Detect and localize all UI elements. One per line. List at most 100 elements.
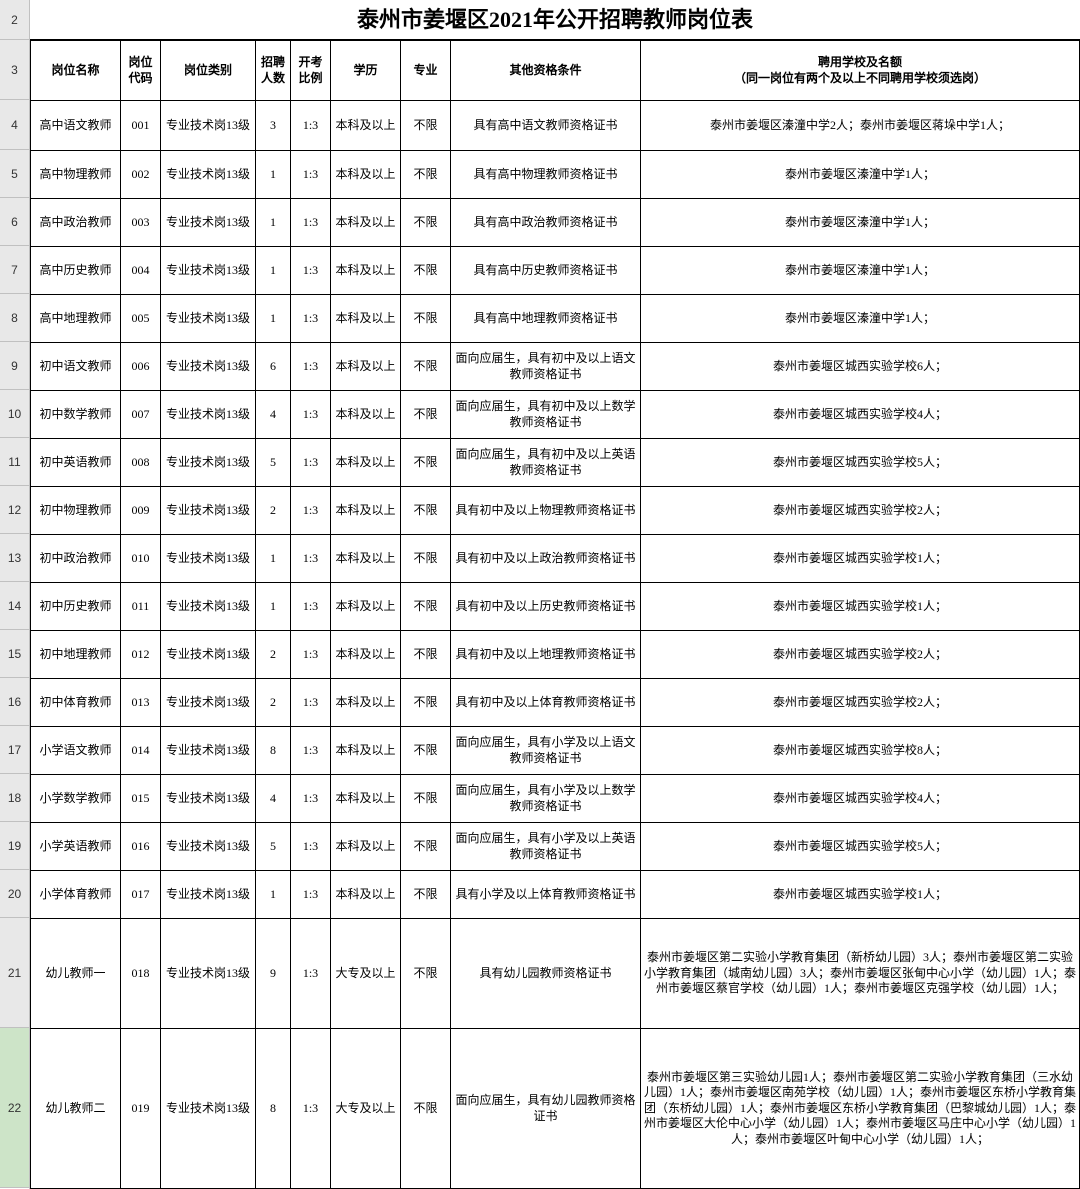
cell-major: 不限 bbox=[401, 583, 451, 631]
row-number[interactable]: 10 bbox=[0, 390, 29, 438]
cell-ratio: 1:3 bbox=[291, 151, 331, 199]
cell-num: 4 bbox=[256, 775, 291, 823]
cell-num: 2 bbox=[256, 631, 291, 679]
cell-edu: 本科及以上 bbox=[331, 101, 401, 151]
row-number[interactable]: 16 bbox=[0, 678, 29, 726]
col-qualifications: 其他资格条件 bbox=[451, 41, 641, 101]
cell-code: 001 bbox=[121, 101, 161, 151]
row-number[interactable]: 12 bbox=[0, 486, 29, 534]
row-number[interactable]: 3 bbox=[0, 40, 29, 100]
cell-code: 007 bbox=[121, 391, 161, 439]
cell-qual: 具有初中及以上地理教师资格证书 bbox=[451, 631, 641, 679]
cell-major: 不限 bbox=[401, 151, 451, 199]
col-category: 岗位类别 bbox=[161, 41, 256, 101]
cell-school: 泰州市姜堰区城西实验学校5人； bbox=[641, 439, 1080, 487]
row-number[interactable]: 22 bbox=[0, 1028, 29, 1188]
cell-ratio: 1:3 bbox=[291, 1029, 331, 1189]
row-number[interactable]: 11 bbox=[0, 438, 29, 486]
cell-ratio: 1:3 bbox=[291, 247, 331, 295]
row-number[interactable]: 13 bbox=[0, 534, 29, 582]
row-number[interactable]: 15 bbox=[0, 630, 29, 678]
cell-name: 初中地理教师 bbox=[31, 631, 121, 679]
cell-name: 高中物理教师 bbox=[31, 151, 121, 199]
row-number[interactable]: 14 bbox=[0, 582, 29, 630]
row-number[interactable]: 8 bbox=[0, 294, 29, 342]
cell-qual: 具有高中地理教师资格证书 bbox=[451, 295, 641, 343]
positions-table: 岗位名称 岗位代码 岗位类别 招聘人数 开考比例 学历 专业 其他资格条件 聘用… bbox=[30, 40, 1080, 1189]
cell-qual: 具有幼儿园教师资格证书 bbox=[451, 919, 641, 1029]
cell-school: 泰州市姜堰区城西实验学校4人； bbox=[641, 391, 1080, 439]
cell-num: 5 bbox=[256, 439, 291, 487]
cell-edu: 本科及以上 bbox=[331, 727, 401, 775]
row-number[interactable]: 20 bbox=[0, 870, 29, 918]
cell-cat: 专业技术岗13级 bbox=[161, 727, 256, 775]
cell-code: 006 bbox=[121, 343, 161, 391]
cell-qual: 面向应届生，具有小学及以上数学教师资格证书 bbox=[451, 775, 641, 823]
col-ratio: 开考比例 bbox=[291, 41, 331, 101]
cell-ratio: 1:3 bbox=[291, 535, 331, 583]
cell-qual: 面向应届生，具有初中及以上语文教师资格证书 bbox=[451, 343, 641, 391]
row-number[interactable]: 2 bbox=[0, 0, 29, 40]
cell-major: 不限 bbox=[401, 535, 451, 583]
row-number[interactable]: 18 bbox=[0, 774, 29, 822]
cell-num: 1 bbox=[256, 535, 291, 583]
cell-edu: 本科及以上 bbox=[331, 631, 401, 679]
table-row: 小学语文教师014专业技术岗13级81:3本科及以上不限面向应届生，具有小学及以… bbox=[31, 727, 1080, 775]
table-row: 幼儿教师二019专业技术岗13级81:3大专及以上不限面向应届生，具有幼儿园教师… bbox=[31, 1029, 1080, 1189]
cell-name: 幼儿教师二 bbox=[31, 1029, 121, 1189]
cell-cat: 专业技术岗13级 bbox=[161, 487, 256, 535]
cell-ratio: 1:3 bbox=[291, 679, 331, 727]
table-row: 高中语文教师001专业技术岗13级31:3本科及以上不限具有高中语文教师资格证书… bbox=[31, 101, 1080, 151]
cell-school: 泰州市姜堰区城西实验学校2人； bbox=[641, 679, 1080, 727]
cell-num: 5 bbox=[256, 823, 291, 871]
cell-cat: 专业技术岗13级 bbox=[161, 151, 256, 199]
cell-school: 泰州市姜堰区溱潼中学1人； bbox=[641, 199, 1080, 247]
cell-code: 011 bbox=[121, 583, 161, 631]
cell-edu: 本科及以上 bbox=[331, 295, 401, 343]
cell-name: 高中语文教师 bbox=[31, 101, 121, 151]
cell-school: 泰州市姜堰区城西实验学校1人； bbox=[641, 583, 1080, 631]
cell-qual: 面向应届生，具有初中及以上英语教师资格证书 bbox=[451, 439, 641, 487]
cell-num: 8 bbox=[256, 1029, 291, 1189]
row-number[interactable]: 5 bbox=[0, 150, 29, 198]
row-number[interactable]: 21 bbox=[0, 918, 29, 1028]
row-number[interactable]: 17 bbox=[0, 726, 29, 774]
cell-qual: 面向应届生，具有小学及以上英语教师资格证书 bbox=[451, 823, 641, 871]
cell-qual: 具有初中及以上体育教师资格证书 bbox=[451, 679, 641, 727]
cell-cat: 专业技术岗13级 bbox=[161, 535, 256, 583]
cell-ratio: 1:3 bbox=[291, 631, 331, 679]
cell-ratio: 1:3 bbox=[291, 871, 331, 919]
row-number[interactable]: 9 bbox=[0, 342, 29, 390]
cell-edu: 本科及以上 bbox=[331, 775, 401, 823]
row-number[interactable]: 19 bbox=[0, 822, 29, 870]
cell-code: 004 bbox=[121, 247, 161, 295]
row-number[interactable]: 6 bbox=[0, 198, 29, 246]
cell-major: 不限 bbox=[401, 295, 451, 343]
cell-code: 017 bbox=[121, 871, 161, 919]
cell-cat: 专业技术岗13级 bbox=[161, 583, 256, 631]
cell-num: 1 bbox=[256, 295, 291, 343]
cell-cat: 专业技术岗13级 bbox=[161, 295, 256, 343]
cell-school: 泰州市姜堰区城西实验学校8人； bbox=[641, 727, 1080, 775]
row-number[interactable]: 4 bbox=[0, 100, 29, 150]
table-row: 小学体育教师017专业技术岗13级11:3本科及以上不限具有小学及以上体育教师资… bbox=[31, 871, 1080, 919]
cell-school: 泰州市姜堰区城西实验学校5人； bbox=[641, 823, 1080, 871]
cell-num: 1 bbox=[256, 583, 291, 631]
cell-name: 小学数学教师 bbox=[31, 775, 121, 823]
row-number[interactable]: 7 bbox=[0, 246, 29, 294]
cell-qual: 具有初中及以上历史教师资格证书 bbox=[451, 583, 641, 631]
cell-cat: 专业技术岗13级 bbox=[161, 919, 256, 1029]
col-major: 专业 bbox=[401, 41, 451, 101]
cell-school: 泰州市姜堰区城西实验学校1人； bbox=[641, 535, 1080, 583]
cell-name: 小学体育教师 bbox=[31, 871, 121, 919]
cell-edu: 大专及以上 bbox=[331, 1029, 401, 1189]
cell-code: 003 bbox=[121, 199, 161, 247]
cell-major: 不限 bbox=[401, 487, 451, 535]
cell-school: 泰州市姜堰区溱潼中学1人； bbox=[641, 151, 1080, 199]
cell-ratio: 1:3 bbox=[291, 439, 331, 487]
cell-code: 015 bbox=[121, 775, 161, 823]
cell-qual: 具有高中历史教师资格证书 bbox=[451, 247, 641, 295]
cell-ratio: 1:3 bbox=[291, 391, 331, 439]
cell-qual: 具有初中及以上物理教师资格证书 bbox=[451, 487, 641, 535]
page-title: 泰州市姜堰区2021年公开招聘教师岗位表 bbox=[30, 0, 1080, 40]
